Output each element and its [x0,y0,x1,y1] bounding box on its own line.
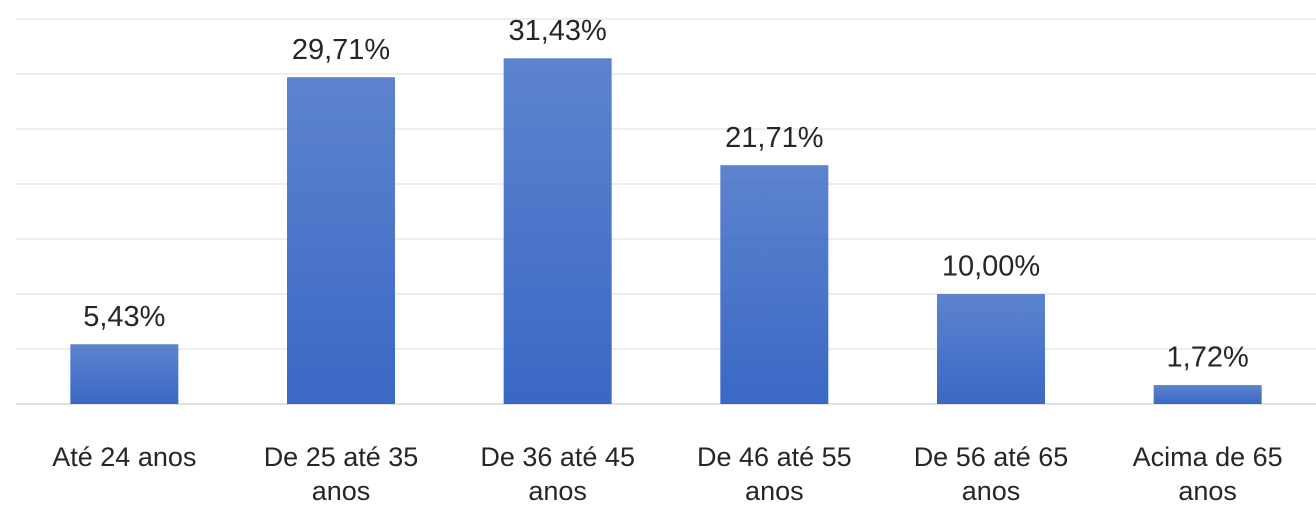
bar [70,344,179,404]
x-tick-label: Acima de 65 anos [1132,442,1283,506]
data-label: 1,72% [1167,342,1249,374]
data-label: 29,71% [292,34,390,66]
data-label: 5,43% [83,301,165,333]
x-tick-label: De 36 até 45 anos [480,442,635,506]
data-label: 21,71% [725,122,823,154]
x-tick-label: De 25 até 35 anos [263,442,419,506]
bar [503,58,612,405]
x-tick-label: Até 24 anos [52,442,197,472]
data-label: 10,00% [942,251,1040,283]
bar [1153,385,1262,404]
bar [720,165,829,404]
data-label: 31,43% [508,15,606,47]
bar [287,77,395,404]
bar [937,294,1045,404]
x-tick-label: De 46 até 55 anos [697,442,852,506]
x-tick-label: De 56 até 65 anos [913,442,1069,506]
